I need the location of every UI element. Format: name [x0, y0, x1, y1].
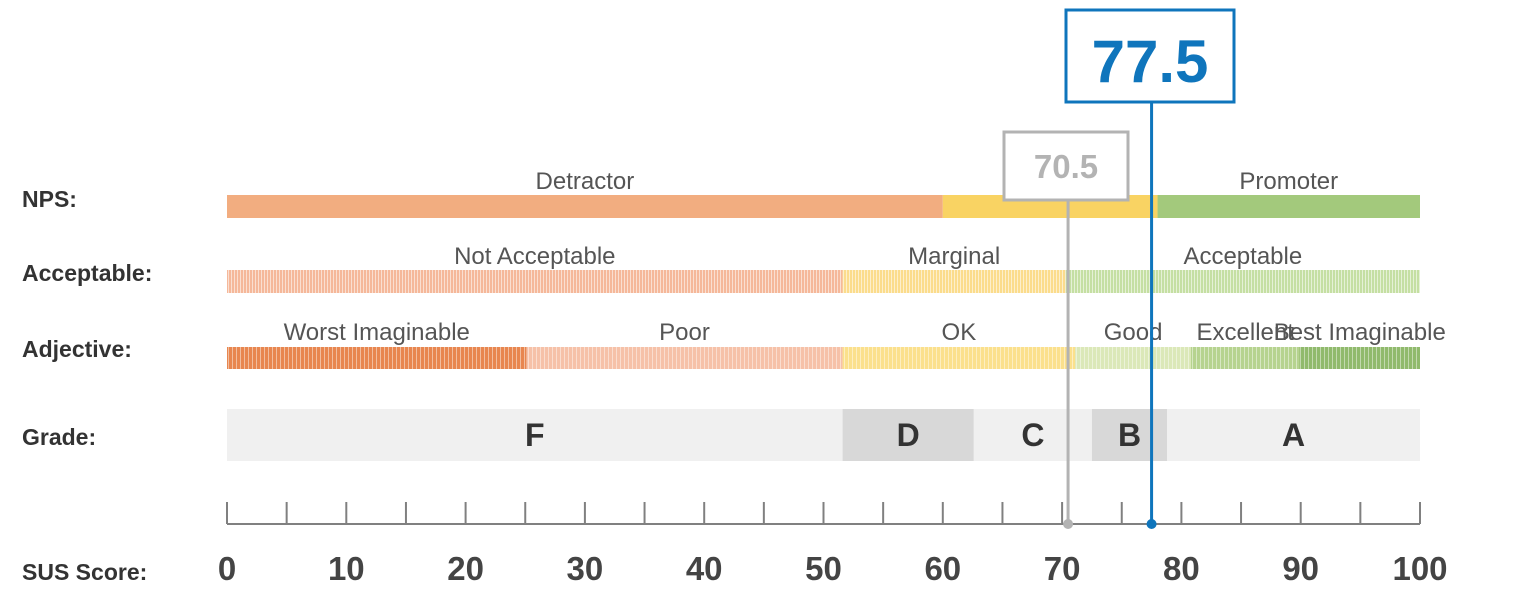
x-tick-label: 0 [218, 550, 236, 587]
segment-label: OK [942, 319, 977, 346]
segment-label: Acceptable [1183, 243, 1302, 270]
bar-texture [1065, 270, 1420, 293]
x-tick-label: 70 [1044, 550, 1081, 587]
bar-texture [842, 270, 1066, 293]
bar-texture [842, 347, 1076, 369]
bar-segment-f [227, 409, 843, 461]
x-tick-label: 20 [447, 550, 484, 587]
segment-label: Promoter [1239, 168, 1338, 195]
bar-texture [526, 347, 843, 369]
marker-dot [1063, 519, 1074, 529]
x-axis-label: SUS Score: [22, 559, 147, 585]
x-tick-label: 50 [805, 550, 842, 587]
x-tick-label: 30 [567, 550, 604, 587]
bar-texture [1075, 347, 1191, 369]
bar-segment-promoter [1157, 195, 1420, 218]
marker-box [1064, 8, 1236, 104]
x-tick-label: 80 [1163, 550, 1200, 587]
bar-segment-c [973, 409, 1092, 461]
grade-label: C [1021, 417, 1044, 453]
segment-label: Not Acceptable [454, 243, 615, 270]
bar-segment-d [842, 409, 974, 461]
grade-label: F [525, 417, 545, 453]
bar-texture [1299, 347, 1420, 369]
row-label: Acceptable: [22, 260, 152, 286]
marker-box [1002, 130, 1130, 202]
segment-label: Worst Imaginable [284, 319, 470, 346]
segment-label: Detractor [536, 168, 635, 195]
marker-label: 70.5 [1034, 148, 1098, 185]
grade-label: B [1118, 417, 1141, 453]
marker-label: 77.5 [1092, 28, 1209, 95]
row-label: Grade: [22, 424, 96, 450]
segment-label: Good [1104, 319, 1163, 346]
bar-segment-a [1167, 409, 1420, 461]
segment-label: Excellent [1197, 319, 1295, 346]
bar-segment-detractor [227, 195, 943, 218]
bar-segment-b [1091, 409, 1168, 461]
row-label: NPS: [22, 186, 77, 212]
x-tick-label: 10 [328, 550, 365, 587]
segment-label: Best Imaginable [1274, 319, 1446, 346]
bar-texture [227, 347, 527, 369]
grade-label: D [897, 417, 920, 453]
bar-texture [227, 270, 843, 293]
x-tick-label: 60 [924, 550, 961, 587]
grade-label: A [1282, 417, 1305, 453]
x-tick-label: 40 [686, 550, 723, 587]
x-tick-label: 90 [1282, 550, 1319, 587]
x-tick-label: 100 [1392, 550, 1447, 587]
bar-texture [1190, 347, 1300, 369]
marker-dot [1146, 519, 1157, 529]
segment-label: Marginal [908, 243, 1000, 270]
row-label: Adjective: [22, 336, 132, 362]
segment-label: Poor [659, 319, 710, 346]
